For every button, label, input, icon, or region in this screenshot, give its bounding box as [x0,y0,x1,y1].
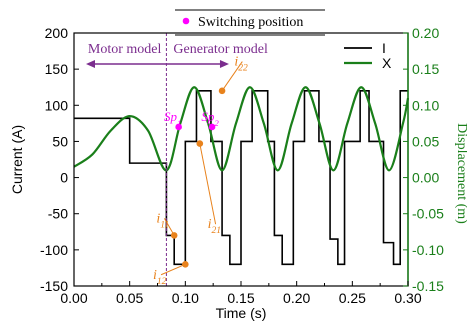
x-tick-label: 0.00 [60,290,87,306]
legend-switch-label: Switching position [198,15,303,30]
current-point-i11 [170,232,178,239]
y-tick-label: 100 [45,97,69,113]
x-tick-label: 0.10 [172,290,199,306]
x-tick-label: 0.20 [283,290,310,306]
y-tick-label: -100 [40,242,68,258]
y2-tick-label: 0.00 [412,170,439,186]
y2-tick-label: 0.20 [412,25,439,41]
leader-i12 [160,263,186,276]
x-axis-label: Time (s) [216,305,267,321]
axes: 0.00 0.05 0.10 0.15 0.20 0.25 0.30 -150 -100 -50 0… [9,25,467,321]
y-tick-label: 150 [45,61,69,77]
current-label-i21: i21 [208,217,221,236]
legend: Switching position IX [175,9,392,71]
current-label-i22: i22 [234,55,248,74]
current-label-i11: i11 [156,211,169,230]
x-tick-label: 0.30 [394,290,421,306]
region-arrow-left-head [86,60,95,68]
current-label-i12: i12 [153,268,167,287]
motor-model-label: Motor model [88,42,162,57]
switching-label-Sp2: Sp2 [201,109,219,128]
y-tick-label: 50 [52,133,68,149]
generator-model-label: Generator model [173,42,268,57]
x-tick-label: 0.15 [227,290,254,306]
y2-tick-label: 0.05 [412,133,439,149]
legend-switch-marker [182,17,190,25]
switching-point-Sp2 [208,123,216,131]
y2-tick-label: -0.15 [412,278,444,294]
y-tick-label: 200 [45,25,69,41]
y2-tick-label: -0.10 [412,242,444,258]
y-tick-label: -150 [40,278,68,294]
y2-axis-label: Displacement (m) [454,123,467,224]
legend-x-label: X [382,55,392,71]
legend-i-label: I [382,40,386,56]
leader-i22 [221,61,243,92]
current-point-i12 [182,261,189,268]
switching-point-Sp1 [175,123,182,131]
switching-label-Sp1: Sp1 [164,109,181,128]
series-x-line [73,86,410,172]
leader-i21 [199,143,217,225]
y-tick-label: 0 [60,170,68,186]
series-i-line [74,90,408,266]
annotations: Motor model Generator model i11 i12 i21 i22 Sp… [86,33,268,287]
region-arrow-right-head [219,60,229,68]
x-tick-label: 0.05 [116,290,143,306]
y2-tick-label: 0.15 [412,61,439,77]
y-axis-label: Current (A) [9,125,25,194]
y-tick-label: -50 [48,206,68,222]
plot-lines [73,86,410,266]
y2-tick-label: -0.05 [412,206,444,222]
current-point-i22 [218,87,226,95]
current-point-i21 [196,140,204,147]
y2-tick-label: 0.10 [412,97,439,113]
x-tick-label: 0.25 [339,290,366,306]
